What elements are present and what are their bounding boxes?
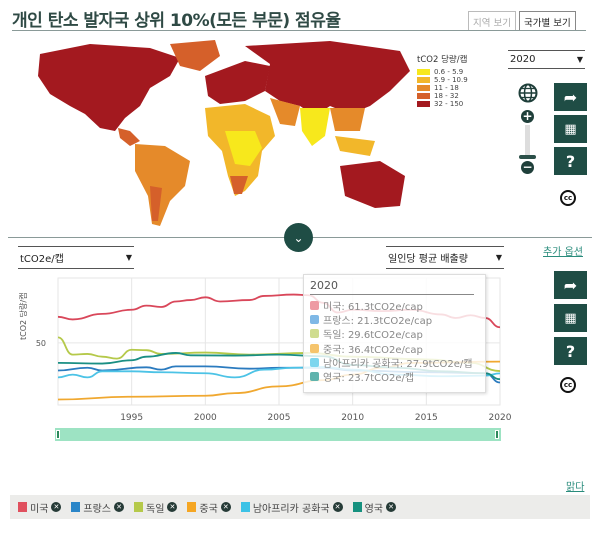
- map-legend-item: 5.9 - 10.9: [417, 76, 468, 84]
- legend-item[interactable]: 프랑스 ✕: [71, 500, 125, 515]
- table-icon: ▦: [564, 121, 577, 137]
- dropdown-arrow-icon: ▼: [125, 253, 132, 262]
- tooltip-row: 중국: 36.4tCO2e/cap: [310, 341, 479, 356]
- map-legend-title: tCO2 당량/캡: [417, 55, 468, 65]
- legend-item[interactable]: 독일 ✕: [134, 500, 178, 515]
- legend-item[interactable]: 영국 ✕: [352, 500, 397, 515]
- x-tick-label: 2000: [194, 413, 217, 423]
- y-axis-label: tCO2 당량/캡: [19, 292, 28, 340]
- africa[interactable]: [205, 104, 275, 196]
- dropdown-arrow-icon: ▼: [576, 55, 583, 64]
- x-tick-label: 2005: [268, 413, 291, 423]
- share-icon: ➦: [563, 87, 578, 107]
- north-america[interactable]: [38, 44, 180, 146]
- unit-select-value: tCO2e/캡: [20, 254, 64, 265]
- help-button[interactable]: ?: [554, 147, 587, 175]
- globe-icon[interactable]: [518, 83, 538, 103]
- x-tick-label: 2010: [341, 413, 364, 423]
- share-button[interactable]: ➦: [554, 83, 587, 111]
- chart-table-button[interactable]: ▦: [554, 304, 587, 332]
- share-icon: ➦: [563, 275, 578, 295]
- tooltip-row: 영국: 23.7tCO2e/캡: [310, 369, 479, 384]
- x-tick-label: 2015: [415, 413, 438, 423]
- europe[interactable]: [205, 61, 270, 104]
- x-tick-label: 2020: [489, 413, 512, 423]
- cc-icon[interactable]: cc: [560, 377, 576, 393]
- remove-icon[interactable]: ✕: [167, 502, 178, 512]
- map-legend-item: 32 - 150: [417, 100, 463, 108]
- chart-share-button[interactable]: ➦: [554, 271, 587, 299]
- tooltip-year: 2020: [310, 279, 474, 295]
- series-legend: 미국 ✕ 프랑스 ✕ 독일 ✕ 중국 ✕ 남아프리카 공화국 ✕ 영국 ✕: [10, 495, 590, 519]
- more-options-link[interactable]: 추가 옵션: [543, 247, 583, 258]
- help-icon: ?: [565, 341, 576, 361]
- x-tick-label: 1995: [120, 413, 143, 423]
- zoom-slider-handle[interactable]: [519, 155, 536, 159]
- range-end-handle[interactable]: [495, 430, 499, 439]
- year-select-value: 2020: [510, 54, 536, 65]
- title-divider: [12, 30, 586, 31]
- zoom-out-icon[interactable]: −: [521, 160, 534, 174]
- help-icon: ?: [565, 151, 576, 171]
- table-icon: ▦: [564, 310, 577, 326]
- legend-item[interactable]: 남아프리카 공화국 ✕: [240, 500, 343, 515]
- map-legend-item: 0.6 - 5.9: [417, 68, 463, 76]
- clear-link[interactable]: 맑다: [566, 482, 585, 493]
- world-map[interactable]: [30, 36, 415, 231]
- remove-icon[interactable]: ✕: [332, 502, 343, 512]
- zoom-in-icon[interactable]: +: [521, 109, 534, 123]
- remove-icon[interactable]: ✕: [220, 502, 231, 512]
- dropdown-arrow-icon: ▼: [495, 253, 502, 262]
- chart-help-button[interactable]: ?: [554, 337, 587, 365]
- legend-item[interactable]: 중국 ✕: [187, 500, 231, 515]
- table-button[interactable]: ▦: [554, 115, 587, 143]
- measure-select-value: 일인당 평균 배출량: [388, 254, 468, 265]
- tooltip-row: 프랑스: 21.3tCO2e/cap: [310, 312, 479, 327]
- map-legend-item: 18 - 32: [417, 92, 459, 100]
- asia[interactable]: [245, 41, 410, 156]
- tooltip-row: 남아프리카 공화국: 27.9tCO2e/캡: [310, 355, 479, 370]
- australia[interactable]: [340, 161, 405, 208]
- measure-select[interactable]: 일인당 평균 배출량 ▼: [386, 246, 504, 269]
- remove-icon[interactable]: ✕: [114, 502, 125, 512]
- page-title: 개인 탄소 발자국 상위 10%(모든 부문) 점유율: [12, 11, 341, 31]
- time-range-slider[interactable]: [55, 428, 501, 441]
- remove-icon[interactable]: ✕: [51, 502, 62, 512]
- range-start-handle[interactable]: [56, 430, 60, 439]
- zoom-slider[interactable]: [525, 125, 530, 155]
- tooltip-row: 독일: 29.6tCO2e/cap: [310, 327, 479, 341]
- tooltip-row: 미국: 61.3tCO2e/cap: [310, 298, 479, 313]
- tab-country-view[interactable]: 국가별 보기: [519, 11, 576, 30]
- map-legend-item: 11 - 18: [417, 84, 459, 92]
- cc-icon[interactable]: cc: [560, 190, 576, 206]
- legend-item[interactable]: 미국 ✕: [18, 500, 62, 515]
- greenland[interactable]: [170, 40, 220, 71]
- unit-select[interactable]: tCO2e/캡 ▼: [18, 246, 134, 269]
- toggle-map-button[interactable]: ⌄: [284, 223, 313, 252]
- chevron-down-icon: ⌄: [293, 230, 304, 245]
- year-select[interactable]: 2020 ▼: [508, 50, 585, 69]
- south-america[interactable]: [135, 144, 190, 226]
- chart-tooltip: 2020 미국: 61.3tCO2e/cap 프랑스: 21.3tCO2e/ca…: [303, 274, 486, 393]
- y-tick-label: 50: [36, 339, 46, 348]
- tab-region-view[interactable]: 지역 보기: [468, 11, 516, 30]
- remove-icon[interactable]: ✕: [386, 502, 397, 512]
